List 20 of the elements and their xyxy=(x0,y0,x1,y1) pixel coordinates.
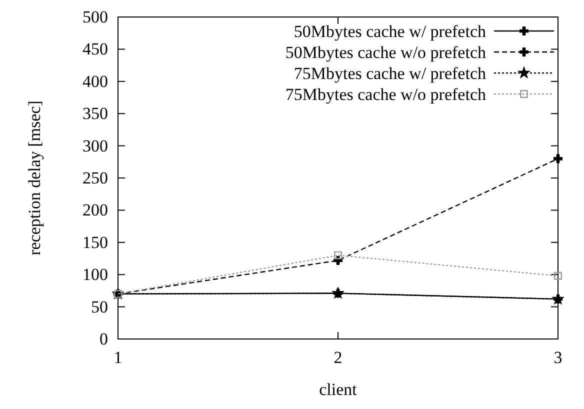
y-tick-label: 50 xyxy=(91,297,108,316)
legend-label: 50Mbytes cache w/ prefetch xyxy=(294,22,486,41)
x-tick-label: 2 xyxy=(334,348,342,368)
y-tick-label: 150 xyxy=(82,232,108,252)
y-tick-label: 250 xyxy=(82,168,108,188)
x-axis-title: client xyxy=(319,380,358,399)
y-tick-label: 200 xyxy=(82,200,108,220)
x-tick-label: 1 xyxy=(114,348,122,368)
y-tick-label: 300 xyxy=(82,136,108,156)
y-tick-label: 100 xyxy=(82,265,108,284)
y-tick-label: 0 xyxy=(100,329,108,348)
y-tick-label: 400 xyxy=(82,72,108,91)
legend-label: 75Mbytes cache w/o prefetch xyxy=(285,84,486,104)
y-tick-label: 350 xyxy=(82,104,108,124)
y-axis-title: reception delay [msec] xyxy=(25,100,44,256)
y-tick-label: 500 xyxy=(82,7,108,26)
legend-label: 75Mbytes cache w/ prefetch xyxy=(294,64,486,83)
y-tick-label: 450 xyxy=(82,40,108,59)
x-tick-label: 3 xyxy=(554,348,562,368)
legend-label: 50Mbytes cache w/o prefetch xyxy=(285,42,486,62)
